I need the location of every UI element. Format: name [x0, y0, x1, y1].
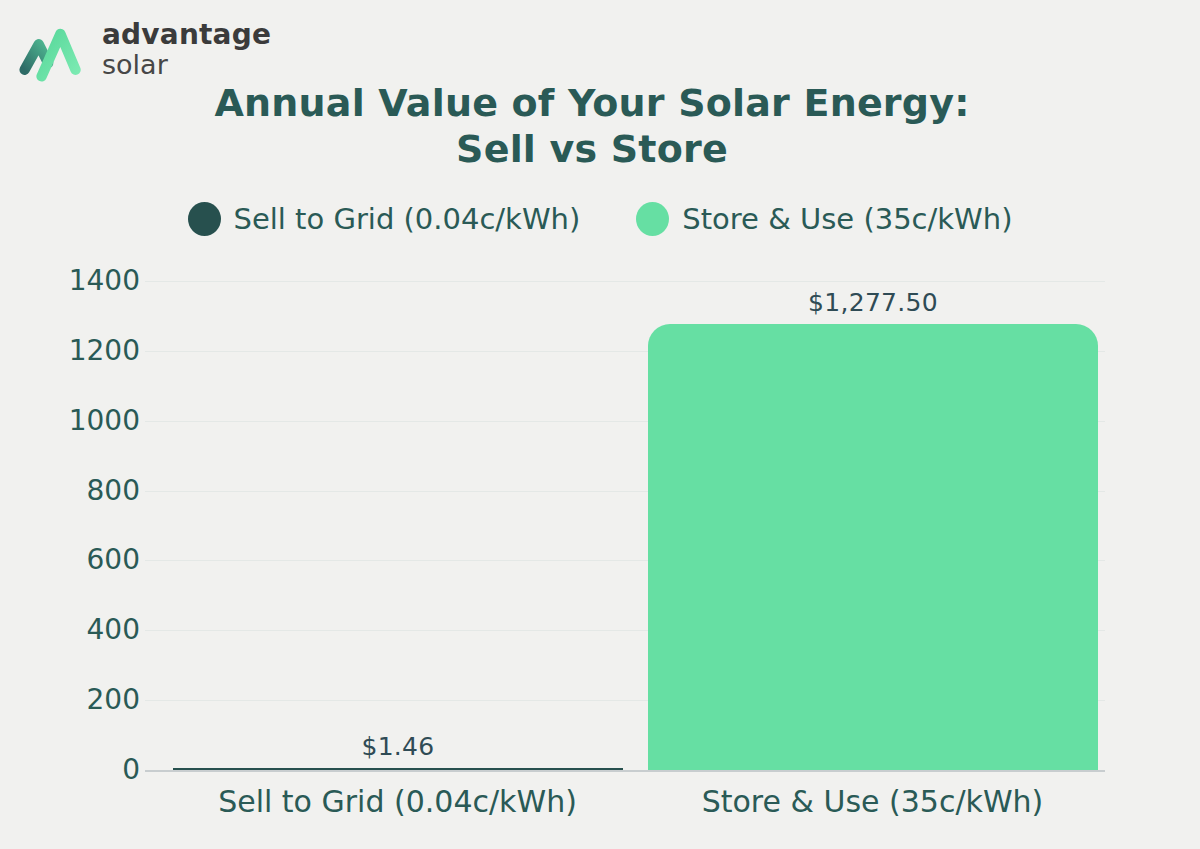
bar-store-use-35c-kwh: [648, 324, 1098, 770]
y-axis-tick-label: 1000: [30, 403, 140, 439]
y-axis-tick-label: 400: [30, 612, 140, 648]
x-axis-baseline: [145, 770, 1105, 772]
y-axis-tick-label: 1200: [30, 333, 140, 369]
x-axis-category-label-store-use-35c-kwh: Store & Use (35c/kWh): [635, 784, 1110, 820]
y-axis-tick-label: 200: [30, 682, 140, 718]
bar-sell-to-grid-0-04c-kwh: [173, 768, 623, 770]
y-axis-tick-label: 800: [30, 473, 140, 509]
y-axis-tick-label: 600: [30, 542, 140, 578]
chart-plot: 0 200 400 600 800 1000 1200 1400 $1.46 Sell to Gr…: [0, 0, 1200, 849]
gridline: [145, 281, 1105, 282]
bar-value-label-sell-to-grid-0-04c-kwh: $1.46: [248, 732, 548, 762]
y-axis-tick-label: 1400: [30, 263, 140, 299]
bar-value-label-store-use-35c-kwh: $1,277.50: [723, 288, 1023, 318]
x-axis-category-label-sell-to-grid-0-04c-kwh: Sell to Grid (0.04c/kWh): [160, 784, 635, 820]
y-axis-tick-label: 0: [30, 752, 140, 788]
